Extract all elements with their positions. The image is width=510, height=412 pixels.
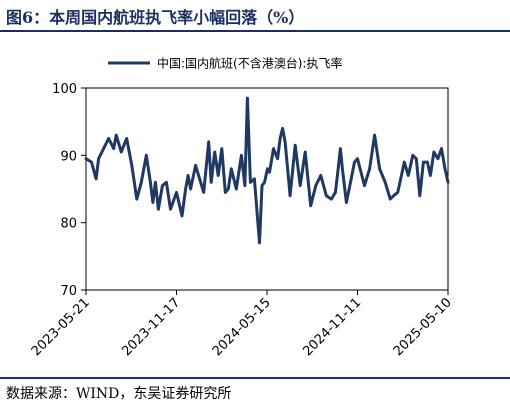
y-tick-label: 80 bbox=[60, 217, 77, 232]
x-tick-label: 2025-05-10 bbox=[391, 295, 455, 359]
series-line bbox=[84, 96, 450, 245]
y-axis-ticks: 70 80 90 100 bbox=[52, 82, 86, 299]
y-tick-label: 90 bbox=[60, 149, 77, 164]
source-note: 数据来源：WIND，东吴证券研究所 bbox=[6, 386, 232, 402]
legend-label: 中国:国内航班(不含港澳台):执飞率 bbox=[157, 56, 342, 71]
y-tick-label: 100 bbox=[52, 82, 77, 97]
x-tick-label: 2023-11-17 bbox=[119, 295, 183, 359]
x-tick-label: 2024-11-11 bbox=[300, 295, 364, 359]
figure-title: 图6：本周国内航班执飞率小幅回落（%） bbox=[6, 8, 305, 27]
x-tick-label: 2024-05-15 bbox=[210, 295, 274, 359]
y-tick-label: 70 bbox=[60, 284, 77, 299]
bottom-divider bbox=[0, 377, 510, 379]
x-tick-label: 2023-05-21 bbox=[29, 295, 93, 359]
chart-legend: 中国:国内航班(不含港澳台):执飞率 bbox=[108, 56, 342, 71]
x-axis-ticks: 2023-05-21 2023-11-17 2024-05-15 2024-11-11… bbox=[29, 290, 455, 359]
top-divider bbox=[0, 30, 510, 32]
